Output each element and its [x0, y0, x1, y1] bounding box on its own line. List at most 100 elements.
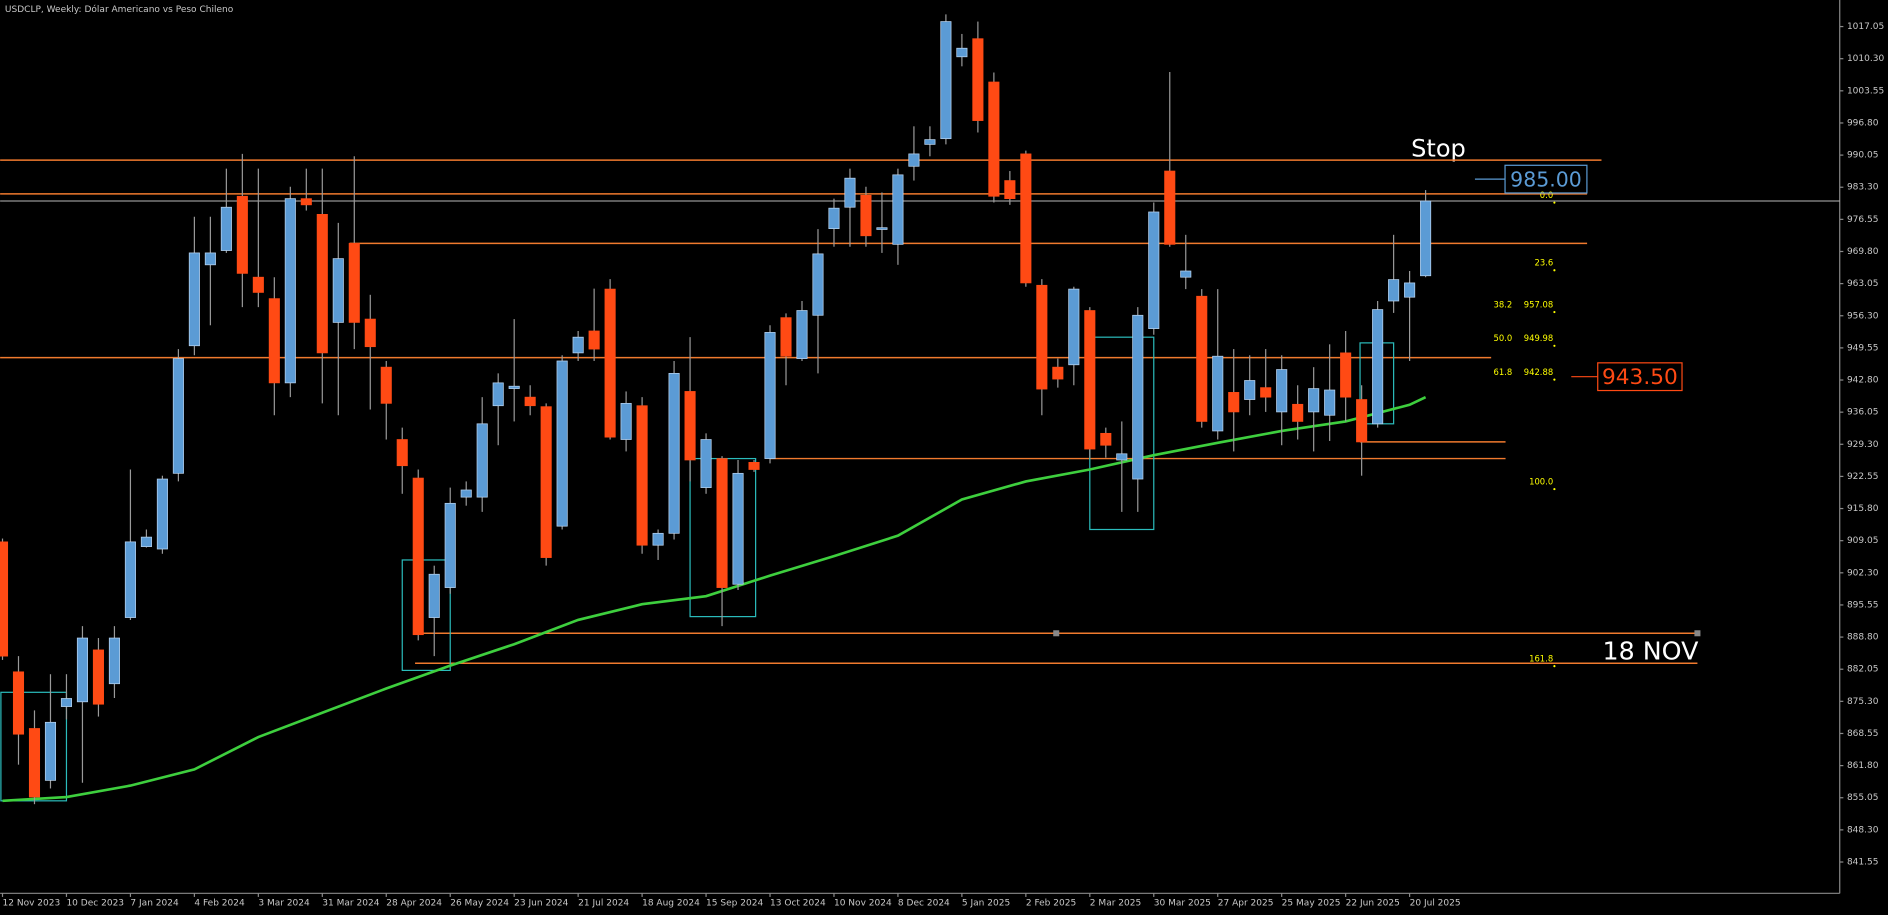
y-tick-label: 1017.05	[1847, 22, 1884, 32]
y-tick-label: 882.05	[1847, 665, 1879, 675]
candle-body	[540, 406, 552, 558]
y-tick-label: 936.05	[1847, 408, 1879, 418]
candle-body	[604, 288, 616, 438]
x-tick-label: 10 Nov 2024	[834, 898, 892, 908]
x-tick-label: 13 Oct 2024	[770, 898, 826, 908]
chart-title: USDCLP, Weekly: Dólar Americano vs Peso …	[5, 4, 234, 15]
x-tick-label: 10 Dec 2023	[66, 898, 124, 908]
y-tick-label: 861.80	[1847, 761, 1879, 771]
candle-body	[972, 38, 984, 121]
candle-body	[204, 252, 216, 266]
candle-body	[1308, 388, 1320, 413]
candle-body	[268, 298, 280, 384]
y-tick-label: 949.55	[1847, 343, 1879, 353]
fib-level	[1553, 344, 1556, 347]
candle-body	[12, 671, 25, 735]
fib-ratio: 61.8	[1494, 367, 1513, 377]
candle-body	[172, 358, 184, 474]
y-tick-label: 996.80	[1847, 118, 1879, 128]
candle-body	[716, 458, 728, 588]
y-tick-label: 929.30	[1847, 440, 1879, 450]
y-tick-label: 909.05	[1847, 536, 1879, 546]
candle-body	[1324, 389, 1336, 416]
candle-body	[108, 637, 120, 685]
candle-body	[1148, 211, 1160, 329]
candle-body	[1068, 288, 1080, 366]
candle-body	[460, 489, 472, 498]
fib-level	[1553, 487, 1556, 491]
price-mark-box	[1597, 362, 1683, 392]
candle-body	[412, 477, 424, 636]
candle-body	[60, 698, 73, 707]
y-tick-label: 848.30	[1847, 825, 1879, 835]
candle-body	[0, 541, 9, 657]
candle-body	[1052, 366, 1064, 380]
candle-body	[924, 139, 936, 145]
fib-ratio: 50.0	[1494, 333, 1513, 343]
candle-body	[140, 536, 152, 547]
candle-body	[396, 439, 408, 467]
candle-body	[732, 472, 744, 585]
candle-body	[332, 258, 344, 323]
y-tick-label: 956.30	[1847, 311, 1879, 321]
x-tick-label: 26 May 2024	[450, 898, 509, 908]
candle-body	[236, 195, 248, 274]
zone-box	[401, 559, 451, 672]
x-tick-label: 20 Jul 2025	[1410, 898, 1461, 908]
candle-body	[284, 198, 296, 384]
candle-body	[700, 439, 712, 488]
candle-body	[524, 396, 536, 407]
candle-body	[252, 276, 264, 293]
x-tick-label: 25 May 2025	[1282, 898, 1341, 908]
x-tick-label: 21 Jul 2024	[578, 898, 629, 908]
candle-body	[812, 253, 824, 316]
y-tick-label: 976.55	[1847, 215, 1879, 225]
candle-body	[28, 728, 41, 798]
y-tick-label: 963.05	[1847, 279, 1879, 289]
candle-body	[444, 502, 456, 588]
candle-body	[860, 194, 872, 237]
candle-body	[1276, 369, 1288, 413]
y-tick-label: 983.30	[1847, 183, 1879, 193]
candle-body	[764, 332, 776, 459]
x-tick-label: 8 Dec 2024	[898, 898, 950, 908]
candle-body	[1356, 399, 1368, 443]
candle-body	[620, 402, 632, 440]
candle-body	[1116, 453, 1128, 461]
fib-level	[1553, 310, 1556, 314]
candle-body	[188, 252, 200, 347]
fib-price: 957.08	[1524, 299, 1553, 309]
y-tick-label: 895.55	[1847, 600, 1879, 610]
candle-body	[1004, 180, 1016, 200]
candle-body	[124, 541, 136, 618]
candle-body	[556, 360, 568, 527]
candle-body	[92, 649, 104, 705]
candle-body	[1196, 295, 1208, 422]
fib-price: 942.88	[1524, 367, 1553, 377]
candle-body	[748, 462, 760, 470]
candle-body	[940, 21, 952, 140]
x-tick-label: 3 Mar 2024	[258, 898, 310, 908]
fib-level	[1553, 665, 1556, 668]
line-handle	[1053, 630, 1060, 637]
price-mark-label: 985.00	[1510, 167, 1582, 191]
candle-body	[572, 336, 584, 354]
x-tick-label: 22 Jun 2025	[1346, 898, 1400, 908]
candle-body	[76, 637, 88, 703]
x-tick-label: 31 Mar 2024	[322, 898, 379, 908]
x-tick-label: 5 Jan 2025	[962, 898, 1010, 908]
fib-ratio: 0.0	[1540, 190, 1553, 200]
x-tick-label: 28 Apr 2024	[386, 898, 442, 908]
candle-body	[1180, 270, 1192, 278]
candle-body	[780, 317, 792, 357]
y-tick-label: 942.80	[1847, 376, 1879, 386]
candle-body	[908, 153, 920, 167]
y-tick-label: 902.30	[1847, 568, 1879, 578]
x-tick-label: 15 Sep 2024	[706, 898, 763, 908]
candle-body	[1036, 284, 1048, 390]
candle-body	[44, 721, 57, 781]
candle-body	[1420, 200, 1432, 277]
candle-body	[1244, 380, 1256, 400]
candle-body	[508, 385, 520, 389]
y-tick-label: 841.55	[1847, 858, 1879, 868]
